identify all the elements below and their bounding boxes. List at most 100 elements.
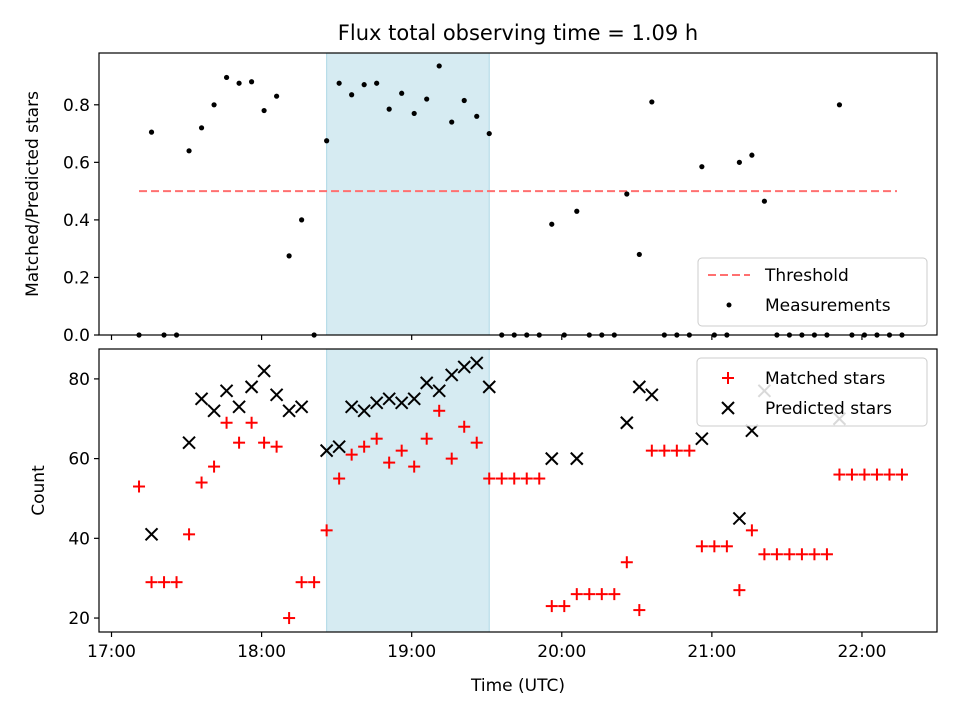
matched-star-point — [708, 540, 721, 553]
measurement-point — [699, 164, 705, 170]
bottom-y-tick-label: 80 — [68, 370, 90, 390]
matched-star-point — [608, 588, 621, 601]
matched-star-point — [283, 612, 296, 625]
predicted-star-point — [219, 384, 234, 398]
measurement-point — [749, 152, 755, 158]
predicted-star-point — [620, 416, 634, 430]
top-y-tick-label: 0.6 — [63, 153, 90, 173]
matched-star-point — [495, 472, 508, 485]
matched-star-point — [245, 416, 258, 429]
bottom-y-tick-label: 60 — [68, 450, 90, 470]
bottom-axes-frame — [98, 348, 938, 633]
predicted-legend-marker — [721, 401, 735, 415]
predicted-star-point — [645, 388, 659, 402]
matched-star-point — [258, 436, 271, 449]
measurement-point — [411, 110, 417, 117]
matched-star-point — [395, 444, 408, 457]
matched-star-point — [683, 444, 696, 457]
measurement-point — [436, 63, 442, 69]
matched-star-point — [670, 444, 683, 457]
x-tick-label: 21:00 — [687, 642, 736, 662]
predicted-star-point — [294, 400, 309, 414]
matched-star-point — [133, 480, 146, 493]
matched-star-point — [633, 604, 646, 617]
top-x-ticks — [110, 335, 863, 340]
measurement-point — [299, 217, 305, 223]
predicted-star-point — [269, 388, 284, 402]
measurement-point — [223, 74, 230, 81]
bottom-y-tick-label: 20 — [68, 609, 90, 629]
matched-star-point — [345, 448, 358, 461]
predicted-star-point — [319, 443, 334, 458]
predicted-star-point — [419, 376, 434, 390]
matched-star-point — [233, 436, 246, 449]
predicted-star-point — [257, 364, 271, 378]
measurement-point — [424, 96, 430, 102]
matched-star-point — [533, 472, 546, 485]
matched-star-point — [320, 524, 333, 537]
measurement-point — [349, 92, 355, 98]
measurements-legend-marker — [726, 302, 732, 308]
matched-star-point — [595, 588, 608, 601]
matched-star-point — [895, 468, 908, 481]
matched-star-point — [220, 416, 233, 429]
matched-star-point — [420, 432, 433, 445]
predicted-star-point — [545, 451, 559, 466]
predicted-star-point — [745, 424, 759, 438]
matched-star-point — [820, 548, 833, 561]
matched-star-point — [795, 548, 808, 561]
matched-star-point — [483, 472, 496, 485]
measurement-point — [486, 130, 492, 137]
x-tick-label: 20:00 — [537, 642, 586, 662]
x-tick-label: 19:00 — [387, 642, 436, 662]
matched-star-point — [745, 524, 758, 537]
matched-star-point — [620, 556, 633, 569]
matched-legend-marker — [722, 372, 734, 384]
matched-star-point — [295, 576, 308, 589]
measurement-point — [336, 80, 342, 86]
predicted-star-point — [357, 404, 371, 418]
predicted-star-point — [470, 356, 484, 370]
matched-star-point — [170, 576, 183, 589]
measurement-point — [549, 221, 555, 227]
predicted-star-point — [482, 380, 496, 394]
predicted-star-point — [144, 527, 159, 542]
matched-star-point — [558, 600, 571, 613]
predicted-star-point — [445, 368, 459, 382]
matched-star-point — [470, 436, 483, 449]
matched-star-point — [845, 468, 858, 481]
chart-title: Flux total observing time = 1.09 h — [338, 21, 698, 45]
matched-star-point — [433, 404, 446, 417]
matched-star-point — [208, 460, 221, 473]
matched-star-point — [370, 432, 383, 445]
measurement-point — [361, 82, 367, 88]
matched-star-point — [445, 452, 458, 465]
matched-star-point — [783, 548, 796, 561]
predicted-star-point — [232, 400, 246, 414]
matched-star-point — [308, 576, 321, 589]
measurement-point — [474, 113, 480, 119]
measurement-point — [286, 253, 292, 259]
matched-star-point — [833, 468, 846, 481]
matched-star-point — [195, 476, 208, 489]
matched-star-point — [720, 540, 733, 553]
measurements-legend-label: Measurements — [765, 296, 891, 316]
bottom-y-ticks: 20 40 60 80 — [68, 370, 99, 629]
top-y-tick-label: 0.8 — [63, 96, 90, 116]
bottom-legend: Matched stars Predicted stars — [696, 357, 928, 427]
top-y-ticks: 0.0 0.2 0.4 0.6 0.8 — [63, 96, 99, 346]
matched-star-point — [883, 468, 896, 481]
x-tick-label: 18:00 — [237, 642, 286, 662]
measurement-point — [198, 125, 205, 131]
predicted-star-point — [407, 392, 421, 406]
predicted-star-point — [570, 451, 584, 466]
predicted-star-point — [394, 396, 409, 410]
matched-star-point — [733, 584, 746, 597]
measurement-point — [211, 102, 217, 108]
predicted-star-point — [282, 404, 296, 418]
bottom-x-ticks: 17:00 18:00 19:00 20:00 21:00 22:00 — [87, 632, 886, 662]
predicted-star-point — [244, 380, 259, 394]
matched-star-point — [583, 588, 596, 601]
